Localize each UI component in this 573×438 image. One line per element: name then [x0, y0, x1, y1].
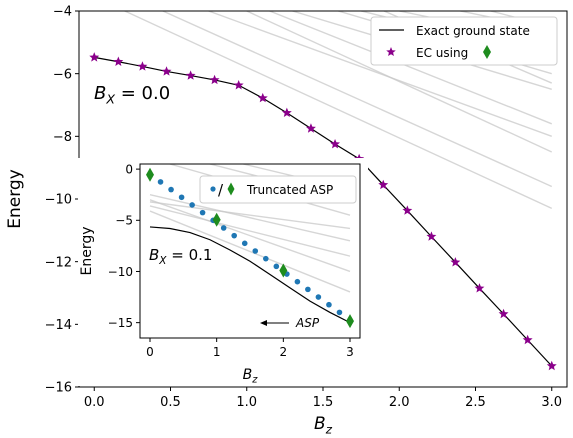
y-tick-label: 0	[125, 162, 133, 176]
star-marker	[378, 179, 389, 190]
star-marker	[450, 257, 461, 267]
dot-marker	[178, 194, 185, 201]
dot-marker	[336, 309, 343, 316]
dot-marker	[252, 248, 259, 254]
y-tick-label: −16	[45, 381, 72, 396]
star-marker	[185, 70, 196, 80]
x-tick-label: 1.5	[313, 395, 334, 410]
star-marker	[113, 56, 124, 66]
x-axis-label: Bz	[314, 414, 333, 434]
legend-diamond-icon	[483, 45, 491, 59]
y-tick-label: −10	[108, 265, 133, 279]
star-marker	[281, 107, 292, 118]
x-tick-label: 2.5	[465, 395, 486, 410]
background-line	[149, 199, 351, 273]
x-tick-label: 3.0	[541, 395, 562, 410]
star-marker	[89, 52, 100, 62]
background-line	[208, 11, 552, 137]
dot-marker	[231, 232, 237, 239]
plot-frame	[139, 163, 361, 339]
dot-marker	[326, 301, 332, 308]
legend-diamond-icon	[227, 182, 235, 196]
star-marker	[474, 283, 485, 293]
background-line	[162, 11, 553, 188]
y-tick-label: −6	[53, 67, 72, 82]
star-marker	[137, 61, 148, 71]
y-axis-label: Energy	[79, 226, 95, 275]
background-line	[149, 205, 351, 257]
dot-marker	[241, 240, 248, 247]
star-marker	[402, 205, 413, 215]
legend: Exact ground state EC using	[370, 16, 558, 66]
x-tick-label: 1.0	[236, 395, 257, 410]
legend-label: EC using	[416, 46, 468, 60]
star-marker	[233, 80, 244, 90]
y-tick-label: −10	[45, 193, 72, 208]
dot-marker	[305, 286, 311, 293]
y-tick-label: −4	[53, 5, 72, 20]
star-marker	[522, 334, 533, 345]
legend-box	[370, 16, 558, 66]
series-line	[94, 56, 553, 367]
dot-marker	[263, 255, 269, 262]
background-line	[124, 11, 553, 210]
dot-marker	[199, 209, 206, 216]
diamond-marker	[146, 167, 154, 182]
x-axis-label: Bz	[243, 367, 259, 386]
series-line	[149, 226, 351, 324]
annotation-label: BX = 0.0	[94, 83, 170, 107]
dot-marker	[294, 278, 301, 285]
background-line	[149, 201, 351, 230]
star-marker	[209, 74, 220, 85]
legend-box	[199, 175, 357, 204]
legend-dot-icon	[210, 186, 216, 192]
arrow-head	[260, 320, 267, 326]
x-tick-label: 1	[213, 345, 221, 359]
x-tick-label: 2	[280, 345, 288, 359]
arrow-label: ASP	[295, 316, 320, 330]
diamond-marker	[346, 314, 354, 329]
x-tick-label: 0.5	[160, 395, 181, 410]
legend-label: Exact ground state	[416, 24, 530, 38]
dot-marker	[157, 179, 164, 185]
y-tick-label: −14	[45, 318, 72, 333]
star-marker	[257, 92, 268, 103]
background-line	[269, 11, 553, 125]
background-line	[149, 210, 351, 293]
y-tick-label: −12	[45, 255, 72, 270]
dot-marker	[315, 294, 322, 300]
x-tick-label: 0	[146, 345, 154, 359]
y-axis-label: Energy	[5, 169, 25, 229]
y-tick-label: −15	[108, 316, 133, 330]
star-marker	[161, 66, 172, 76]
star-marker	[426, 231, 437, 241]
legend-separator: /	[218, 181, 224, 199]
annotation-label: BX = 0.1	[149, 246, 212, 267]
star-marker	[498, 308, 509, 319]
asp-arrow: ASP	[260, 316, 320, 330]
background-line	[246, 11, 553, 153]
star-marker	[546, 360, 557, 371]
x-tick-label: 2.0	[389, 395, 410, 410]
dot-marker	[168, 186, 174, 193]
dot-marker	[273, 263, 280, 270]
diamond-marker	[279, 263, 288, 278]
y-tick-label: −5	[115, 214, 133, 228]
star-marker	[306, 123, 316, 133]
star-marker	[330, 138, 340, 149]
inset-chart: 0 1 2 3 0 −5 −10 −15 Bz Energy BX = 0.1 / Truncated …	[78, 158, 368, 386]
y-tick-label: −8	[53, 130, 72, 145]
x-tick-label: 3	[346, 345, 354, 359]
dot-marker	[189, 202, 195, 208]
diamond-marker	[212, 212, 221, 227]
legend-star-icon	[386, 47, 396, 57]
background-line	[149, 194, 351, 242]
dot-marker	[220, 225, 227, 231]
legend-label: Truncated ASP	[246, 183, 333, 197]
x-tick-label: 0.0	[84, 395, 105, 410]
inset-legend: / Truncated ASP	[199, 175, 357, 204]
